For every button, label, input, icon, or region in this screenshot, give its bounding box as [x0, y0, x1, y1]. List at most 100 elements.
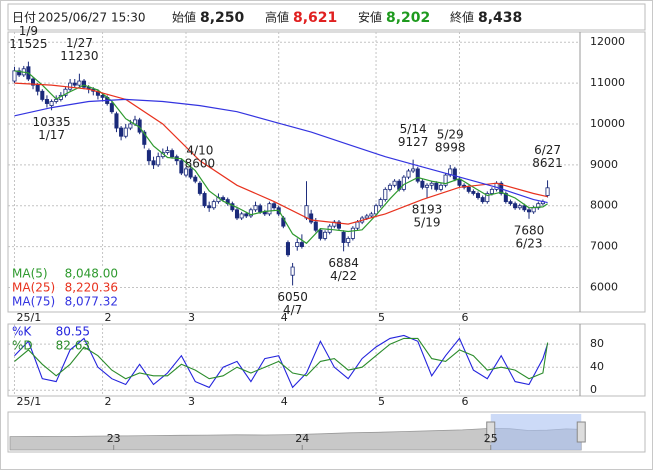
annotation-value: 8998: [435, 140, 466, 154]
candle-body: [128, 123, 133, 129]
x-tick-label: 2: [105, 311, 112, 324]
candle-body: [244, 213, 249, 217]
y-tick-label: 11000: [590, 76, 625, 89]
candle-body: [341, 231, 346, 243]
candle-body: [72, 82, 77, 86]
candle-body: [411, 168, 416, 172]
candle-body: [221, 197, 226, 200]
candle-body: [31, 78, 36, 86]
candle-body: [503, 193, 508, 203]
candle-body: [387, 184, 392, 190]
legend-label: MA(5): [12, 267, 48, 281]
y-tick-label: 10000: [590, 117, 625, 130]
candle-body: [239, 213, 244, 219]
candle-body: [452, 168, 457, 180]
candle-body: [336, 221, 341, 229]
candle-body: [68, 82, 73, 90]
candle-body: [202, 193, 207, 207]
candle-body: [438, 184, 443, 190]
annotation-value: 7680: [514, 223, 545, 237]
header-label: 終値: [450, 10, 474, 25]
candle-body: [318, 229, 323, 239]
annotation-value: 8600: [185, 157, 216, 171]
candle-body: [346, 238, 351, 243]
y-tick-label: 12000: [590, 35, 625, 48]
header-label: 始値: [172, 10, 196, 25]
annotation-value: 8621: [532, 156, 563, 170]
header-value: 8,202: [386, 10, 430, 26]
candle-body: [378, 199, 383, 207]
header-label: 安値: [358, 10, 382, 25]
candle-body: [44, 99, 49, 104]
candle-body: [350, 227, 355, 239]
moving-average: [14, 82, 548, 225]
legend-label: %K: [12, 325, 32, 339]
candle-body: [188, 168, 193, 178]
navigator-handle: [576, 421, 586, 443]
candle-body: [364, 215, 369, 219]
candle-body: [12, 70, 17, 82]
candle-body: [290, 266, 295, 276]
candle-body: [323, 231, 328, 239]
header-value: 8,250: [200, 10, 245, 26]
candle-body: [17, 70, 22, 76]
series-line: [14, 337, 549, 380]
candle-body: [401, 176, 406, 190]
candle-body: [443, 174, 448, 186]
annotation-date: 1/9: [19, 24, 38, 38]
candle-body: [392, 180, 397, 186]
header-value: 8,438: [478, 10, 522, 26]
candle-body: [142, 131, 147, 145]
header-label: 高値: [265, 10, 289, 25]
candle-body: [285, 242, 290, 256]
x-tick-label: 25/1: [16, 395, 41, 408]
candle-body: [253, 205, 258, 211]
annotation-date: 4/7: [283, 303, 302, 317]
navigator-selection: [490, 414, 582, 450]
candle-body: [434, 182, 439, 190]
candle-body: [272, 203, 277, 209]
candle-body: [480, 197, 485, 203]
annotation-value: 8193: [412, 202, 443, 216]
annotation-value: 11525: [9, 37, 47, 51]
candle-body: [119, 127, 124, 137]
candle-body: [466, 186, 471, 192]
y-tick-label: 6000: [590, 280, 618, 293]
annotation-value: 10335: [32, 115, 70, 129]
candle-body: [299, 242, 304, 247]
candle-body: [309, 213, 314, 223]
y-tick-label: 0: [590, 383, 597, 396]
annotation-date: 6/23: [516, 236, 543, 250]
candle-body: [123, 127, 128, 137]
candle-body: [234, 209, 240, 219]
candle-body: [258, 205, 263, 213]
y-tick-label: 7000: [590, 240, 618, 253]
candle-body: [355, 221, 360, 229]
candle-body: [40, 90, 45, 100]
annotation-date: 5/14: [400, 122, 427, 136]
candle-body: [35, 84, 40, 92]
y-tick-label: 8000: [590, 199, 618, 212]
candle-body: [267, 203, 272, 215]
annotation-date: 1/17: [38, 128, 65, 142]
candle-body: [151, 160, 156, 166]
annotation-value: 6050: [277, 290, 308, 304]
x-tick-label: 3: [188, 395, 195, 408]
candle-body: [295, 242, 300, 247]
candle-body: [531, 207, 536, 213]
candle-body: [420, 180, 425, 188]
annotation-value: 11230: [60, 49, 98, 63]
candle-body: [165, 150, 170, 153]
y-tick-label: 9000: [590, 158, 618, 171]
candle-body: [54, 99, 59, 102]
legend-value: 8,048.00: [65, 267, 118, 281]
candle-body: [81, 80, 87, 88]
candle-body: [485, 193, 490, 203]
y-tick-label: 80: [590, 337, 604, 350]
x-tick-label: 2: [105, 395, 112, 408]
candle-body: [526, 209, 532, 213]
candle-body: [156, 156, 161, 166]
annotation-value: 9127: [398, 135, 429, 149]
y-tick-label: 40: [590, 360, 604, 373]
